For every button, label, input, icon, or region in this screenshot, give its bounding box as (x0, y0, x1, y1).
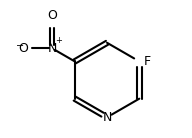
Text: O: O (18, 42, 28, 55)
Text: +: + (55, 36, 62, 45)
Text: N: N (47, 42, 57, 55)
Text: N: N (102, 111, 112, 124)
Text: F: F (144, 55, 151, 68)
Text: O: O (47, 9, 57, 22)
Text: −: − (16, 41, 24, 51)
